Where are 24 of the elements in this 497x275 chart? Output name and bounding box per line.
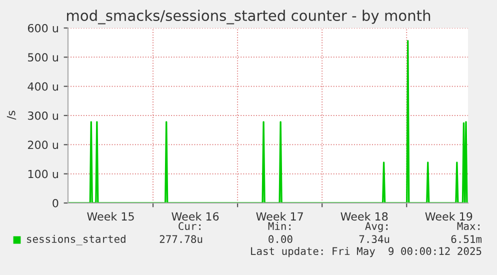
y-axis-title: /s <box>6 110 16 120</box>
x-tick-label: Week 18 <box>340 212 388 221</box>
text: Last update: Fri May 9 00:00:12 2025 <box>251 246 482 258</box>
y-tick-label: 300 u <box>28 111 58 120</box>
y-tick-label: 100 u <box>28 170 58 178</box>
text: Cur: <box>178 222 200 230</box>
chart-title: mod_smacks/sessions_started counter - by month <box>67 10 430 24</box>
x-tick-label: Week 17 <box>256 212 303 221</box>
x-tick-label: Week 15 <box>87 212 134 221</box>
y-tick-label: 600 u <box>28 24 58 32</box>
text: Avg: <box>365 222 388 232</box>
y-tick-label: 500 u <box>28 53 58 62</box>
x-tick-label: Week 19 <box>425 212 472 221</box>
text: 6.51m <box>451 235 482 244</box>
text: Max: <box>457 222 480 230</box>
text: 7.34u <box>359 235 390 244</box>
y-tick-label: 0 <box>52 198 58 208</box>
text: 0.00 <box>268 235 292 244</box>
x-tick-label: Week 16 <box>172 212 219 221</box>
legend-label: sessions_started <box>27 234 126 246</box>
text: 277.78u <box>160 235 202 244</box>
text: Min: <box>268 222 290 230</box>
y-tick-label: 400 u <box>28 82 58 91</box>
y-tick-label: 200 u <box>28 140 58 150</box>
